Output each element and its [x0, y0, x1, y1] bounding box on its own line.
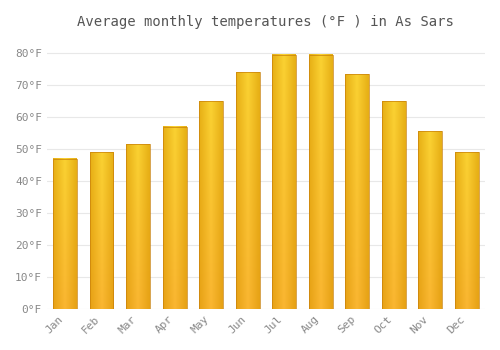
Bar [272, 55, 296, 309]
Title: Average monthly temperatures (°F ) in As Sars: Average monthly temperatures (°F ) in As… [78, 15, 454, 29]
Bar [126, 144, 150, 309]
Bar [90, 152, 114, 309]
Bar [236, 72, 260, 309]
Bar [163, 127, 186, 309]
Bar [346, 74, 369, 309]
Bar [418, 131, 442, 309]
Bar [455, 152, 478, 309]
Bar [200, 101, 223, 309]
Bar [309, 55, 332, 309]
Bar [382, 101, 406, 309]
Bar [54, 159, 77, 309]
